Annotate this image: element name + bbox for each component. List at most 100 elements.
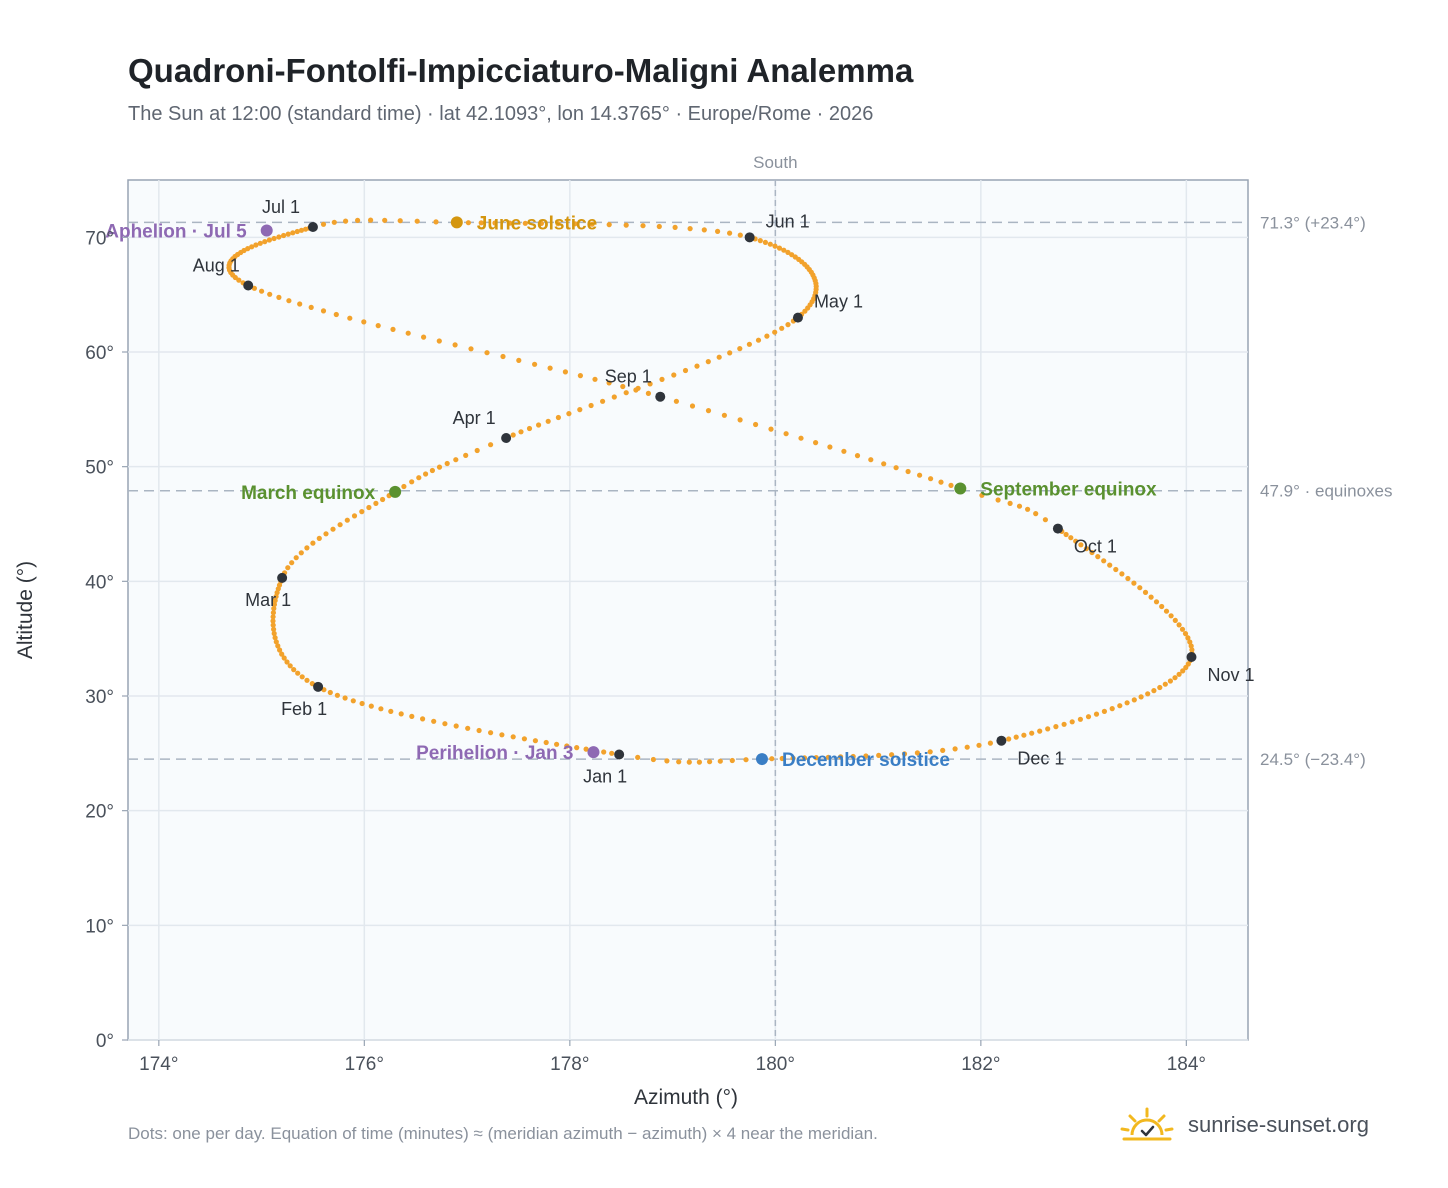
daily-sun-dot <box>1109 706 1115 712</box>
daily-sun-dot <box>876 752 882 759</box>
daily-sun-dot <box>705 359 711 365</box>
daily-sun-dot <box>1172 675 1178 681</box>
daily-sun-dot <box>359 509 365 515</box>
daily-sun-dot <box>536 422 542 428</box>
daily-sun-dot <box>623 390 629 396</box>
daily-sun-dot <box>881 461 887 467</box>
daily-sun-dot <box>279 651 285 657</box>
daily-sun-dot <box>1021 732 1027 738</box>
daily-sun-dot <box>785 249 791 255</box>
daily-sun-dot <box>938 479 944 485</box>
daily-sun-dot <box>323 531 329 537</box>
x-tick-label: 178° <box>550 1054 589 1075</box>
daily-sun-dot <box>1007 500 1013 506</box>
daily-sun-dot <box>601 749 607 755</box>
daily-sun-dot <box>532 361 538 367</box>
daily-sun-dot <box>1006 736 1012 742</box>
daily-sun-dot <box>343 218 349 224</box>
daily-sun-dot <box>355 217 361 223</box>
daily-sun-dot <box>583 746 589 752</box>
daily-sun-dot <box>633 387 639 393</box>
daily-sun-dot <box>420 716 426 722</box>
daily-sun-dot <box>476 727 482 734</box>
event-label: Aphelion · Jul 5 <box>105 221 247 242</box>
daily-sun-dot <box>1093 711 1100 717</box>
daily-sun-dot <box>510 432 516 438</box>
daily-sun-dot <box>671 372 677 378</box>
daily-sun-dot <box>577 407 583 413</box>
event-label: June solstice <box>477 213 597 234</box>
daily-sun-dot <box>1061 721 1067 727</box>
daily-sun-dot <box>813 440 819 446</box>
daily-sun-dot <box>310 540 316 546</box>
x-tick-label: 184° <box>1167 1054 1206 1075</box>
daily-sun-dot <box>327 689 333 696</box>
daily-sun-dot <box>768 426 774 432</box>
y-tick-label: 50° <box>85 458 114 479</box>
x-tick-label: 174° <box>139 1054 178 1075</box>
reference-line-label: 47.9° · equinoxes <box>1260 482 1393 501</box>
daily-sun-dot <box>271 605 277 612</box>
daily-sun-dot <box>388 708 394 715</box>
daily-sun-dot <box>1159 603 1165 610</box>
daily-sun-dot <box>1068 535 1074 541</box>
daily-sun-dot <box>1053 724 1059 730</box>
daily-sun-dot <box>1113 566 1119 573</box>
meridian-label: South <box>753 153 797 172</box>
brand[interactable]: sunrise-sunset.org <box>1120 1100 1369 1150</box>
daily-sun-dot <box>1095 554 1101 560</box>
daily-sun-dot <box>431 718 437 724</box>
daily-sun-dot <box>270 614 276 620</box>
daily-sun-dot <box>330 526 336 532</box>
daily-sun-dot <box>592 376 598 382</box>
daily-sun-dot <box>1151 688 1157 694</box>
daily-sun-dot <box>547 365 553 371</box>
daily-sun-dot <box>737 232 743 238</box>
daily-sun-dot <box>293 555 299 561</box>
month-marker <box>1052 523 1063 534</box>
daily-sun-dot <box>270 610 276 616</box>
daily-sun-dot <box>1016 503 1023 509</box>
daily-sun-dot <box>620 383 626 390</box>
daily-sun-dot <box>863 753 869 759</box>
daily-sun-dot <box>1101 558 1107 564</box>
daily-sun-dot <box>600 398 606 404</box>
event-label: March equinox <box>241 483 376 504</box>
daily-sun-dot <box>337 522 343 528</box>
brand-name[interactable]: sunrise-sunset.org <box>1188 1112 1369 1137</box>
daily-sun-dot <box>281 655 287 661</box>
daily-sun-dot <box>588 402 594 409</box>
daily-sun-dot <box>764 333 770 339</box>
daily-sun-dot <box>436 338 442 344</box>
event-marker <box>587 746 600 759</box>
daily-sun-dot <box>1085 714 1092 720</box>
daily-sun-dot <box>727 230 733 236</box>
daily-sun-dot <box>320 221 327 227</box>
daily-sun-dot <box>868 457 874 463</box>
daily-sun-dot <box>1069 719 1075 725</box>
month-marker-label: Aug 1 <box>193 255 240 275</box>
daily-sun-dot <box>650 756 657 763</box>
daily-sun-dot <box>889 752 895 758</box>
daily-sun-dot <box>682 367 689 374</box>
daily-sun-dot <box>701 227 707 233</box>
daily-sun-dot <box>342 695 348 701</box>
daily-sun-dot <box>236 277 242 283</box>
daily-sun-dot <box>468 346 474 352</box>
daily-sun-dot <box>555 221 561 227</box>
daily-sun-dot <box>609 750 615 756</box>
daily-sun-dot <box>716 354 722 360</box>
daily-sun-dot <box>645 390 652 396</box>
x-tick-label: 180° <box>756 1054 795 1075</box>
x-tick-label: 176° <box>345 1054 384 1075</box>
y-tick-label: 0° <box>96 1031 114 1052</box>
daily-sun-dot <box>423 471 429 477</box>
daily-sun-dot <box>380 496 386 503</box>
month-marker <box>307 222 318 233</box>
daily-sun-dot <box>976 742 982 748</box>
daily-sun-dot <box>743 757 749 763</box>
daily-sun-dot <box>1187 639 1193 645</box>
daily-sun-dot <box>753 421 759 428</box>
x-axis-label: Azimuth (°) <box>634 1086 738 1109</box>
daily-sun-dot <box>257 240 263 246</box>
